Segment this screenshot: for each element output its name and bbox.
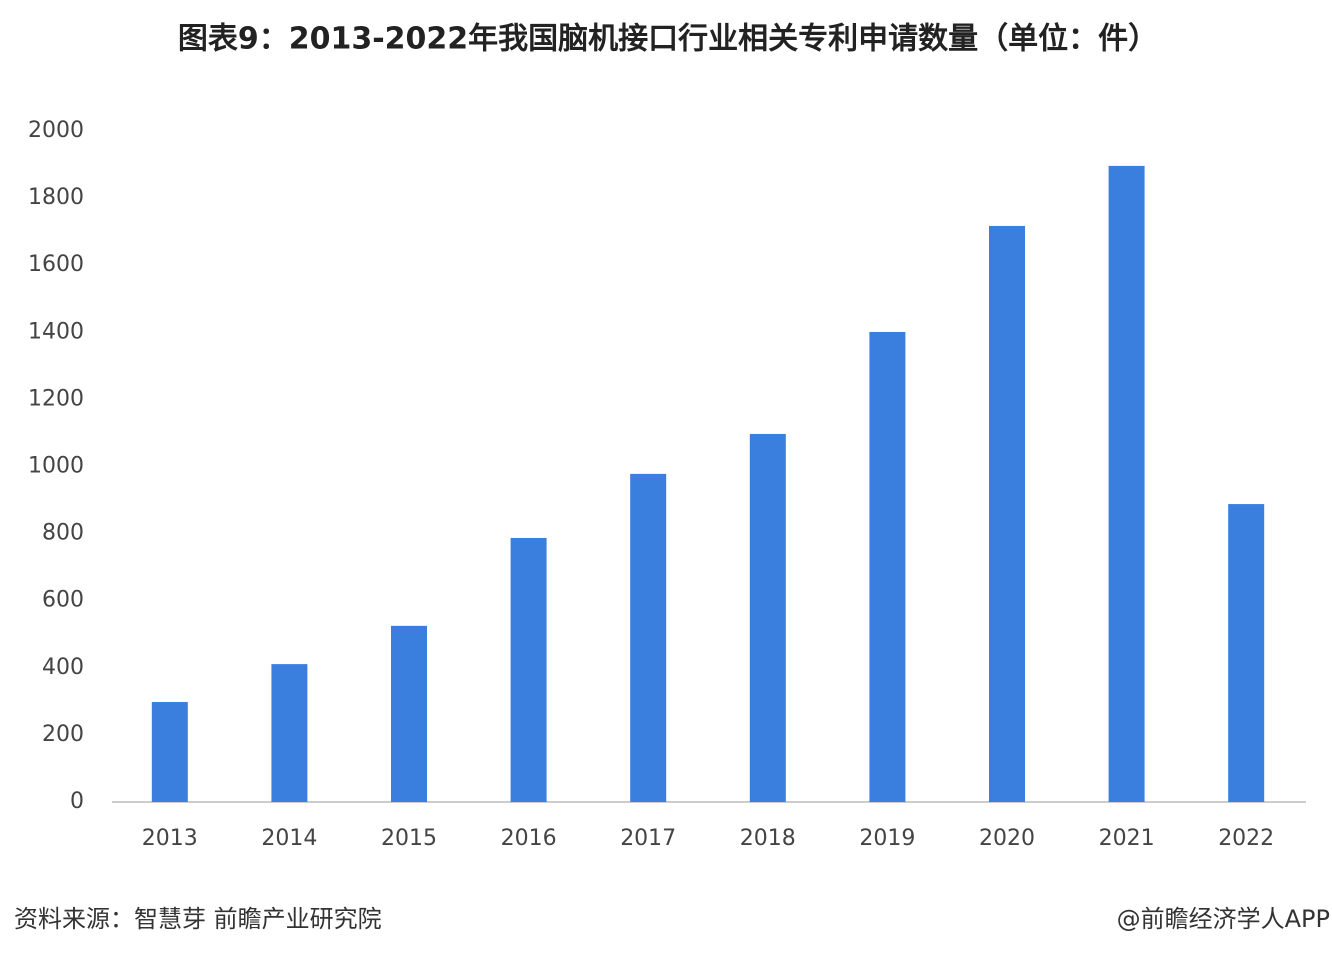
x-tick-label: 2019 — [859, 826, 915, 851]
y-tick-label: 1600 — [28, 252, 84, 277]
x-tick-label: 2014 — [261, 826, 317, 851]
bar — [1228, 504, 1265, 802]
x-tick-label: 2016 — [501, 826, 557, 851]
source-note: 资料来源：智慧芽 前瞻产业研究院 — [14, 905, 382, 933]
x-tick-label: 2017 — [620, 826, 676, 851]
bar — [989, 225, 1025, 802]
bar — [1108, 165, 1145, 803]
y-tick-label: 1000 — [28, 454, 84, 479]
y-tick-label: 600 — [42, 588, 84, 613]
x-tick-label: 2022 — [1218, 826, 1274, 851]
y-tick-label: 1800 — [28, 185, 84, 210]
x-tick-label: 2018 — [740, 826, 796, 851]
x-tick-label: 2013 — [142, 826, 198, 851]
y-tick-label: 0 — [70, 789, 84, 814]
credit: @前瞻经济学人APP — [1117, 905, 1330, 933]
y-tick-label: 200 — [42, 722, 84, 747]
x-tick-label: 2020 — [979, 826, 1035, 851]
y-tick-label: 1400 — [28, 319, 84, 344]
bar — [151, 702, 188, 802]
y-tick-label: 400 — [42, 655, 84, 680]
bar — [510, 537, 547, 802]
bar — [869, 331, 906, 802]
bar — [749, 433, 786, 802]
y-tick-label: 2000 — [28, 118, 84, 143]
bar — [630, 473, 667, 802]
chart-title: 图表9：2013-2022年我国脑机接口行业相关专利申请数量（单位：件） — [178, 22, 1158, 57]
y-tick-label: 1200 — [28, 386, 84, 411]
y-tick-label: 800 — [42, 521, 84, 546]
x-tick-label: 2021 — [1099, 826, 1155, 851]
bar — [391, 625, 427, 802]
bar — [271, 664, 308, 802]
x-tick-label: 2015 — [381, 826, 437, 851]
